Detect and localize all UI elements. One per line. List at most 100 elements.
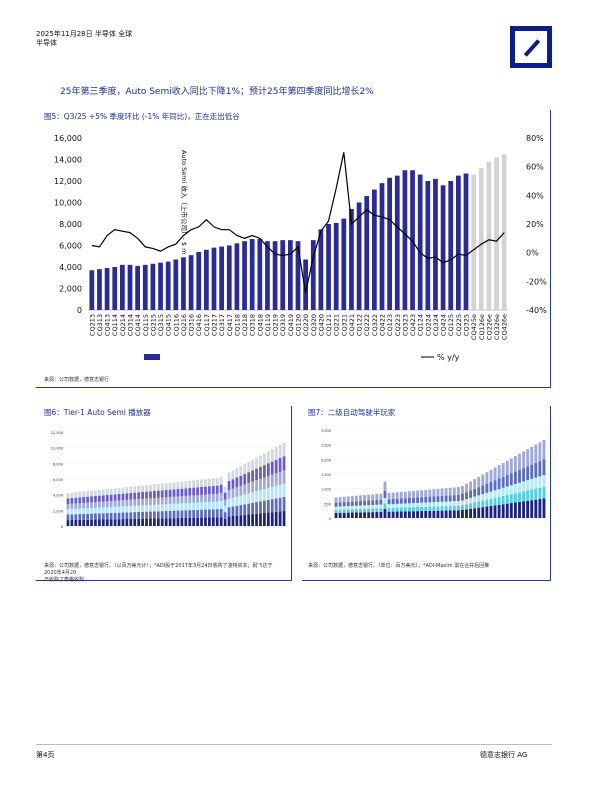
f7-bar-segment	[538, 499, 542, 518]
f6-y-tick-label: 4,000	[53, 494, 63, 498]
f6-bar-segment	[86, 508, 89, 514]
footer-divider	[36, 744, 552, 745]
f7-bar-segment	[399, 491, 403, 499]
f7-bar-segment	[505, 475, 509, 487]
f7-bar-segment	[436, 510, 440, 518]
f6-bar-segment	[196, 479, 199, 488]
f6-bar-segment	[196, 517, 199, 526]
f6-bar-segment	[219, 476, 223, 485]
f7-bar-segment	[412, 503, 415, 508]
f7-bar-segment	[338, 512, 342, 518]
figure5-bar	[287, 240, 293, 310]
f7-bar-segment	[444, 495, 448, 502]
f7-bar-segment	[363, 512, 367, 518]
f6-bar-segment	[164, 489, 168, 498]
f6-bar-segment	[255, 502, 258, 514]
f7-bar-segment	[456, 505, 460, 511]
figure5-x-tick-label: CQ322	[371, 314, 379, 336]
f6-bar-segment	[129, 512, 133, 519]
f6-bar-segment	[235, 496, 239, 506]
f7-bar-segment	[334, 512, 338, 518]
figure5-x-tick-label: CQ126e	[478, 314, 486, 340]
f7-bar-segment	[456, 487, 460, 495]
f7-bar-segment	[440, 506, 444, 511]
f6-bar-segment	[192, 480, 196, 488]
figure6-source: 来源：公司数据，德意志银行。（以百万美元计）；*ADI股于2017年3月24日收…	[44, 563, 284, 584]
f6-bar-segment	[188, 495, 192, 503]
figure6-frame	[36, 406, 292, 581]
f6-bar-segment	[274, 485, 278, 499]
f7-bar-segment	[375, 508, 379, 513]
f6-bar-segment	[180, 488, 184, 497]
f6-bar-segment	[192, 510, 196, 518]
figure5-x-tick-label: CQ116	[172, 314, 180, 336]
figure5-x-tick-label: CQ213	[88, 314, 96, 336]
f6-bar-segment	[235, 505, 239, 516]
figure5-x-tick-label: CQ315	[157, 314, 165, 336]
f7-bar-segment	[460, 509, 464, 518]
figure5-bar	[196, 251, 202, 310]
f7-bar-segment	[497, 478, 501, 490]
f7-bar-segment	[534, 444, 538, 463]
f7-bar-segment	[465, 483, 468, 493]
figure5-x-tick-label: CQ117	[203, 314, 211, 336]
f7-bar-segment	[513, 493, 517, 503]
f6-bar-segment	[121, 506, 125, 513]
f6-bar-segment	[105, 489, 109, 496]
f7-bar-segment	[481, 500, 485, 508]
f7-bar-segment	[338, 509, 342, 513]
f7-y-tick-label: 2,000	[321, 458, 331, 462]
f7-bar-segment	[518, 492, 521, 502]
f6-bar-segment	[105, 495, 109, 502]
f6-bar-segment	[145, 498, 148, 506]
f6-bar-segment	[66, 498, 70, 504]
f7-bar-segment	[460, 485, 464, 494]
f6-bar-segment	[70, 492, 74, 499]
f6-bar-segment	[263, 465, 266, 478]
f6-bar-segment	[160, 490, 164, 498]
f6-bar-segment	[208, 517, 211, 526]
f7-bar-segment	[534, 462, 538, 478]
f6-bar-segment	[259, 466, 262, 479]
f7-bar-segment	[432, 510, 436, 518]
f6-bar-segment	[168, 482, 172, 490]
f6-bar-segment	[247, 483, 251, 494]
f6-bar-segment	[164, 510, 168, 519]
figure5-x-tick-label: CQ321	[340, 314, 348, 336]
figure5-y-axis-title: Auto Semi 收入（上市公司）- $ m	[180, 150, 189, 254]
f6-bar-segment	[255, 480, 258, 492]
f6-bar-segment	[141, 505, 144, 512]
report-date-line: 2025年11月28日 半导体 全球	[36, 30, 133, 38]
f6-bar-segment	[117, 512, 121, 520]
f6-bar-segment	[259, 513, 262, 526]
figure6-title: 图6：Tier-1 Auto Semi 播放器	[44, 407, 151, 418]
f6-bar-segment	[141, 491, 144, 499]
figure6-source-line1: 来源：公司数据，德意志银行。（以百万美元计）；*ADI股于2017年3月24日收…	[44, 563, 273, 576]
brand-logo-icon	[510, 26, 552, 68]
f6-bar-segment	[235, 515, 239, 526]
f6-bar-segment	[188, 480, 192, 488]
f6-bar-segment	[113, 506, 117, 513]
f6-bar-segment	[121, 519, 125, 526]
page-number: 第4页	[36, 751, 55, 759]
f6-bar-segment	[192, 502, 196, 511]
f6-bar-segment	[208, 486, 211, 495]
report-header: 2025年11月28日 半导体 全球 半导体	[36, 30, 132, 48]
f6-bar-segment	[160, 504, 164, 512]
f6-bar-segment	[231, 515, 235, 526]
f6-bar-segment	[82, 508, 86, 514]
f6-bar-segment	[176, 503, 180, 511]
f7-bar-segment	[432, 502, 436, 507]
f6-bar-segment	[156, 504, 160, 512]
f7-bar-segment	[363, 505, 367, 509]
f6-bar-segment	[98, 489, 101, 496]
f7-bar-segment	[346, 509, 350, 513]
figure5-x-tick-label: CQ414	[134, 314, 142, 336]
f6-bar-segment	[149, 498, 152, 505]
f7-bar-segment	[436, 501, 440, 507]
f6-bar-segment	[90, 496, 93, 503]
f7-bar-segment	[473, 508, 477, 518]
f6-bar-segment	[227, 507, 231, 517]
f6-bar-segment	[274, 459, 278, 474]
f6-bar-segment	[270, 512, 274, 526]
